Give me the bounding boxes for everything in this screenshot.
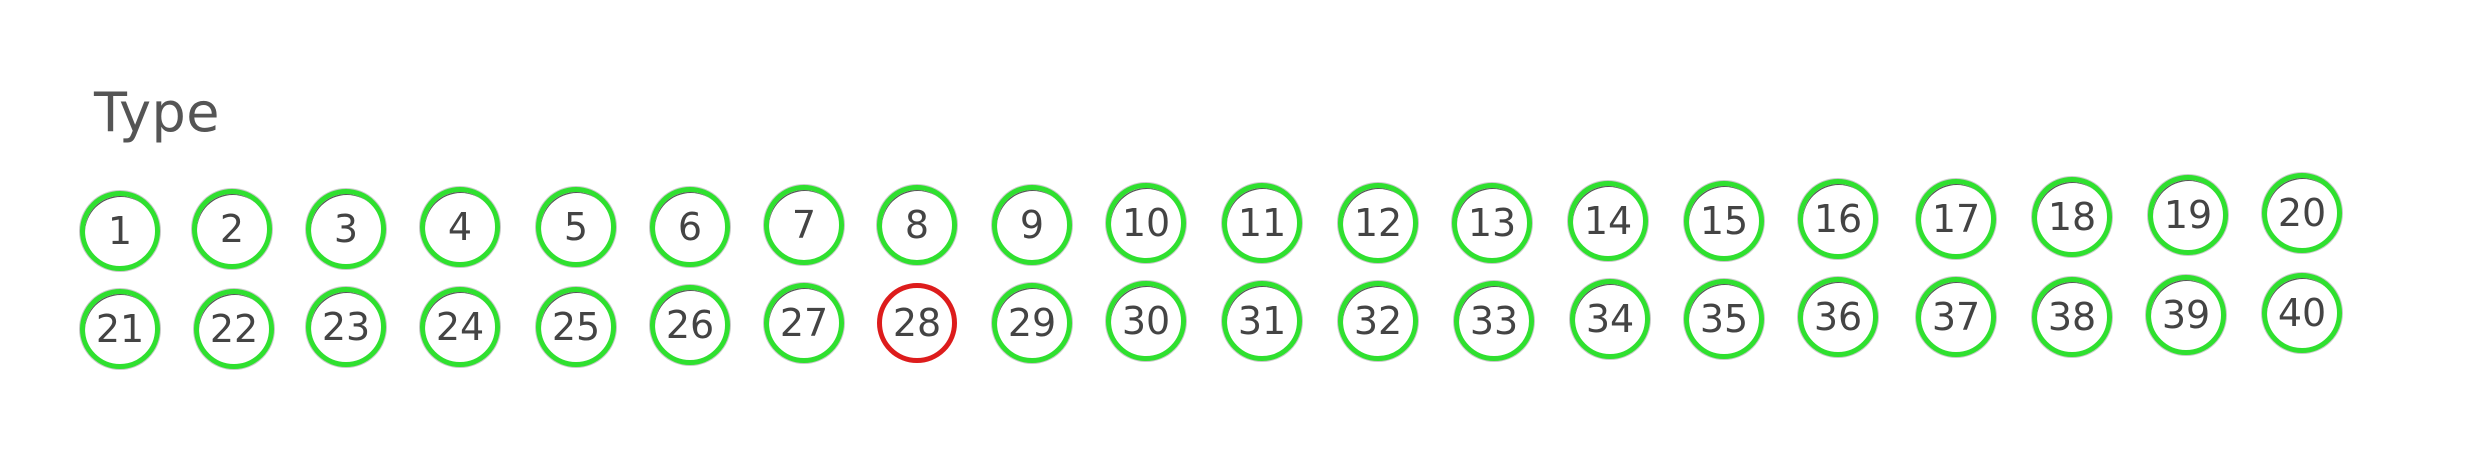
bubble-label: 23 [321,305,371,349]
bubble-label: 24 [435,305,485,349]
bubble-label: 32 [1353,299,1403,343]
bubble-6[interactable]: 6 [650,187,730,267]
bubble-label: 14 [1583,199,1633,243]
bubble-2[interactable]: 2 [192,189,272,269]
bubble-27[interactable]: 27 [764,283,844,363]
bubble-label: 37 [1931,295,1981,339]
bubble-15[interactable]: 15 [1684,181,1764,261]
bubble-label: 2 [219,207,245,251]
bubble-label: 28 [892,301,942,345]
bubble-35[interactable]: 35 [1684,279,1764,359]
bubble-38[interactable]: 38 [2032,277,2112,357]
bubble-33[interactable]: 33 [1454,281,1534,361]
bubble-label: 39 [2161,293,2211,337]
bubble-label: 16 [1813,197,1863,241]
bubble-19[interactable]: 19 [2148,175,2228,255]
bubble-label: 36 [1813,295,1863,339]
bubble-label: 22 [209,307,259,351]
bubble-36[interactable]: 36 [1798,277,1878,357]
bubble-label: 5 [563,205,589,249]
bubble-label: 13 [1467,201,1517,245]
bubble-20[interactable]: 20 [2262,173,2342,253]
bubble-label: 4 [447,205,473,249]
bubble-22[interactable]: 22 [194,289,274,369]
bubble-label: 31 [1237,299,1287,343]
bubble-17[interactable]: 17 [1916,179,1996,259]
bubble-label: 33 [1469,299,1519,343]
bubble-5[interactable]: 5 [536,187,616,267]
bubble-label: 7 [791,203,817,247]
bubble-label: 29 [1007,301,1057,345]
bubble-26[interactable]: 26 [650,285,730,365]
bubble-label: 17 [1931,197,1981,241]
bubble-label: 15 [1699,199,1749,243]
bubble-23[interactable]: 23 [306,287,386,367]
bubble-row-2: 21 22 23 24 25 26 27 28 29 30 31 32 33 3… [80,273,2400,375]
bubble-label: 21 [95,307,145,351]
bubble-11[interactable]: 11 [1222,183,1302,263]
bubble-label: 40 [2277,291,2327,335]
bubble-label: 8 [904,203,930,247]
bubble-3[interactable]: 3 [306,189,386,269]
bubble-label: 19 [2163,193,2213,237]
bubble-label: 38 [2047,295,2097,339]
bubble-label: 20 [2277,191,2327,235]
bubble-label: 6 [677,205,703,249]
bubble-24[interactable]: 24 [420,287,500,367]
section-title: Type [94,81,221,144]
bubble-row-1: 1 2 3 4 5 6 7 8 9 10 11 12 13 14 15 16 1… [80,173,2400,277]
bubble-label: 9 [1019,203,1045,247]
bubble-16[interactable]: 16 [1798,179,1878,259]
bubble-1[interactable]: 1 [80,191,160,271]
bubble-label: 34 [1585,297,1635,341]
bubble-label: 27 [779,301,829,345]
bubble-label: 26 [665,303,715,347]
bubble-10[interactable]: 10 [1106,183,1186,263]
bubble-31[interactable]: 31 [1222,281,1302,361]
bubble-label: 18 [2047,195,2097,239]
bubble-label: 10 [1121,201,1171,245]
bubble-34[interactable]: 34 [1570,279,1650,359]
bubble-label: 11 [1237,201,1287,245]
bubble-label: 35 [1699,297,1749,341]
bubble-30[interactable]: 30 [1106,281,1186,361]
bubble-37[interactable]: 37 [1916,277,1996,357]
bubble-label: 3 [333,207,359,251]
bubble-label: 12 [1353,201,1403,245]
bubble-14[interactable]: 14 [1568,181,1648,261]
bubble-18[interactable]: 18 [2032,177,2112,257]
bubble-28[interactable]: 28 [877,283,957,363]
bubble-7[interactable]: 7 [764,185,844,265]
bubble-25[interactable]: 25 [536,287,616,367]
bubble-29[interactable]: 29 [992,283,1072,363]
bubble-label: 1 [107,209,133,253]
bubble-39[interactable]: 39 [2146,275,2226,355]
bubble-4[interactable]: 4 [420,187,500,267]
bubble-32[interactable]: 32 [1338,281,1418,361]
bubble-13[interactable]: 13 [1452,183,1532,263]
bubble-8[interactable]: 8 [877,185,957,265]
bubble-40[interactable]: 40 [2262,273,2342,353]
bubble-9[interactable]: 9 [992,185,1072,265]
bubble-label: 25 [551,305,601,349]
bubble-21[interactable]: 21 [80,289,160,369]
bubble-label: 30 [1121,299,1171,343]
bubble-12[interactable]: 12 [1338,183,1418,263]
